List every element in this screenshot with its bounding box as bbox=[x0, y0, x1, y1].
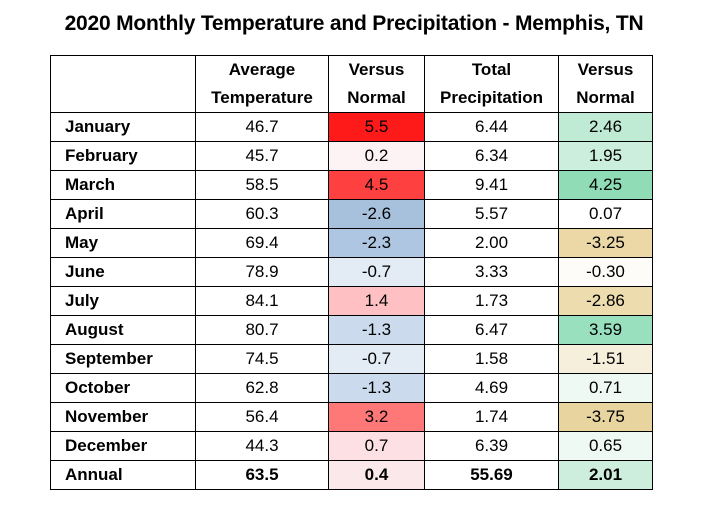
table-row: July 84.1 1.4 1.73 -2.86 bbox=[50, 286, 653, 316]
month-cell: Annual bbox=[50, 460, 196, 490]
annual-row: Annual 63.5 0.4 55.69 2.01 bbox=[50, 460, 653, 490]
precip-cell: 1.74 bbox=[424, 402, 559, 432]
temp-vs-normal-cell: -1.3 bbox=[328, 315, 425, 345]
table-row: March 58.5 4.5 9.41 4.25 bbox=[50, 170, 653, 200]
month-cell: October bbox=[50, 373, 196, 403]
header-precip-versus-normal: Versus Normal bbox=[558, 55, 653, 113]
avg-temp-cell: 84.1 bbox=[195, 286, 329, 316]
table-row: June 78.9 -0.7 3.33 -0.30 bbox=[50, 257, 653, 287]
precip-vs-normal-cell: 1.95 bbox=[558, 141, 653, 171]
precip-cell: 5.57 bbox=[424, 199, 559, 229]
avg-temp-cell: 62.8 bbox=[195, 373, 329, 403]
month-cell: July bbox=[50, 286, 196, 316]
data-table: Average Temperature Versus Normal Total Pre… bbox=[50, 55, 653, 490]
precip-vs-normal-cell: -3.75 bbox=[558, 402, 653, 432]
header-average-temperature: Average Temperature bbox=[195, 55, 329, 113]
precip-vs-normal-cell: 2.46 bbox=[558, 112, 653, 142]
avg-temp-cell: 45.7 bbox=[195, 141, 329, 171]
month-cell: May bbox=[50, 228, 196, 258]
header-row: Average Temperature Versus Normal Total Pre… bbox=[50, 55, 653, 113]
month-cell: February bbox=[50, 141, 196, 171]
avg-temp-cell: 44.3 bbox=[195, 431, 329, 461]
header-total-precipitation: Total Precipitation bbox=[424, 55, 559, 113]
precip-cell: 4.69 bbox=[424, 373, 559, 403]
avg-temp-cell: 80.7 bbox=[195, 315, 329, 345]
temp-vs-normal-cell: -0.7 bbox=[328, 257, 425, 287]
table-row: April 60.3 -2.6 5.57 0.07 bbox=[50, 199, 653, 229]
precip-cell: 6.44 bbox=[424, 112, 559, 142]
table-row: August 80.7 -1.3 6.47 3.59 bbox=[50, 315, 653, 345]
table-row: September 74.5 -0.7 1.58 -1.51 bbox=[50, 344, 653, 374]
avg-temp-cell: 74.5 bbox=[195, 344, 329, 374]
avg-temp-cell: 63.5 bbox=[195, 460, 329, 490]
table-row: January 46.7 5.5 6.44 2.46 bbox=[50, 112, 653, 142]
temp-vs-normal-cell: 4.5 bbox=[328, 170, 425, 200]
precip-vs-normal-cell: 2.01 bbox=[558, 460, 653, 490]
precip-vs-normal-cell: -3.25 bbox=[558, 228, 653, 258]
precip-vs-normal-cell: 0.65 bbox=[558, 431, 653, 461]
precip-vs-normal-cell: -0.30 bbox=[558, 257, 653, 287]
precip-vs-normal-cell: -2.86 bbox=[558, 286, 653, 316]
table-row: November 56.4 3.2 1.74 -3.75 bbox=[50, 402, 653, 432]
table-row: May 69.4 -2.3 2.00 -3.25 bbox=[50, 228, 653, 258]
precip-cell: 1.58 bbox=[424, 344, 559, 374]
avg-temp-cell: 56.4 bbox=[195, 402, 329, 432]
precip-cell: 3.33 bbox=[424, 257, 559, 287]
precip-vs-normal-cell: 4.25 bbox=[558, 170, 653, 200]
chart-title: 2020 Monthly Temperature and Precipitati… bbox=[64, 12, 644, 35]
precip-cell: 6.47 bbox=[424, 315, 559, 345]
precip-vs-normal-cell: 0.07 bbox=[558, 199, 653, 229]
temp-vs-normal-cell: -2.6 bbox=[328, 199, 425, 229]
month-cell: June bbox=[50, 257, 196, 287]
avg-temp-cell: 46.7 bbox=[195, 112, 329, 142]
month-cell: August bbox=[50, 315, 196, 345]
header-month bbox=[50, 55, 196, 113]
table-row: February 45.7 0.2 6.34 1.95 bbox=[50, 141, 653, 171]
temp-vs-normal-cell: 0.2 bbox=[328, 141, 425, 171]
table-row: December 44.3 0.7 6.39 0.65 bbox=[50, 431, 653, 461]
month-cell: November bbox=[50, 402, 196, 432]
avg-temp-cell: 69.4 bbox=[195, 228, 329, 258]
precip-cell: 6.39 bbox=[424, 431, 559, 461]
header-temp-versus-normal: Versus Normal bbox=[328, 55, 425, 113]
precip-vs-normal-cell: 3.59 bbox=[558, 315, 653, 345]
temp-vs-normal-cell: 0.4 bbox=[328, 460, 425, 490]
avg-temp-cell: 58.5 bbox=[195, 170, 329, 200]
avg-temp-cell: 60.3 bbox=[195, 199, 329, 229]
avg-temp-cell: 78.9 bbox=[195, 257, 329, 287]
temp-vs-normal-cell: 1.4 bbox=[328, 286, 425, 316]
month-cell: March bbox=[50, 170, 196, 200]
precip-vs-normal-cell: -1.51 bbox=[558, 344, 653, 374]
month-cell: December bbox=[50, 431, 196, 461]
precip-cell: 6.34 bbox=[424, 141, 559, 171]
month-cell: September bbox=[50, 344, 196, 374]
precip-cell: 1.73 bbox=[424, 286, 559, 316]
precip-cell: 2.00 bbox=[424, 228, 559, 258]
temp-vs-normal-cell: 5.5 bbox=[328, 112, 425, 142]
month-cell: April bbox=[50, 199, 196, 229]
precip-vs-normal-cell: 0.71 bbox=[558, 373, 653, 403]
temp-vs-normal-cell: -2.3 bbox=[328, 228, 425, 258]
temp-vs-normal-cell: 0.7 bbox=[328, 431, 425, 461]
temp-vs-normal-cell: -1.3 bbox=[328, 373, 425, 403]
table-row: October 62.8 -1.3 4.69 0.71 bbox=[50, 373, 653, 403]
temp-vs-normal-cell: 3.2 bbox=[328, 402, 425, 432]
precip-cell: 55.69 bbox=[424, 460, 559, 490]
month-cell: January bbox=[50, 112, 196, 142]
temp-vs-normal-cell: -0.7 bbox=[328, 344, 425, 374]
precip-cell: 9.41 bbox=[424, 170, 559, 200]
